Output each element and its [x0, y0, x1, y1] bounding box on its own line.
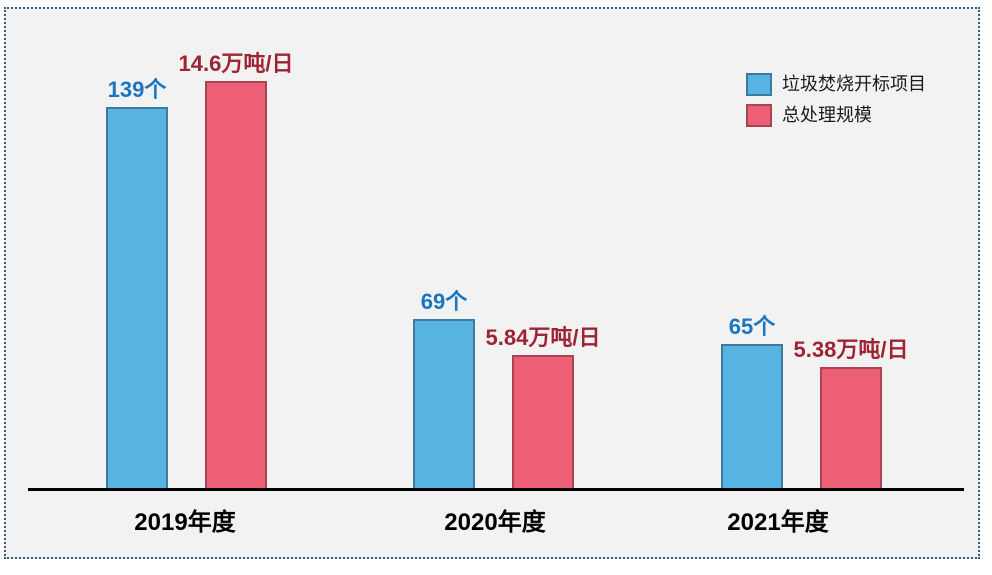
- value-label-capacity-2019年度: 14.6万吨/日: [178, 51, 294, 76]
- legend-swatch-blue: [746, 72, 772, 96]
- category-label-2020年度: 2020年度: [444, 509, 546, 536]
- legend: 垃圾焚烧开标项目 总处理规模: [746, 72, 926, 127]
- bar-capacity-2020年度: [512, 355, 574, 490]
- bar-capacity-2021年度: [820, 367, 882, 490]
- legend-label-capacity: 总处理规模: [782, 105, 872, 125]
- category-label-2019年度: 2019年度: [134, 509, 236, 536]
- bar-projects-2019年度: [106, 107, 168, 490]
- value-label-projects-2020年度: 69个: [420, 289, 468, 314]
- bar-projects-2020年度: [413, 319, 475, 490]
- value-label-projects-2019年度: 139个: [107, 77, 167, 102]
- x-axis-line: [28, 488, 964, 491]
- bar-projects-2021年度: [721, 344, 783, 490]
- bar-capacity-2019年度: [205, 81, 267, 490]
- value-label-capacity-2021年度: 5.38万吨/日: [793, 337, 909, 362]
- legend-swatch-red: [746, 103, 772, 127]
- legend-label-projects: 垃圾焚烧开标项目: [782, 74, 926, 94]
- value-label-capacity-2020年度: 5.84万吨/日: [485, 325, 601, 350]
- legend-item-capacity: 总处理规模: [746, 103, 926, 127]
- value-label-projects-2021年度: 65个: [728, 314, 776, 339]
- legend-item-projects: 垃圾焚烧开标项目: [746, 72, 926, 96]
- category-label-2021年度: 2021年度: [727, 509, 829, 536]
